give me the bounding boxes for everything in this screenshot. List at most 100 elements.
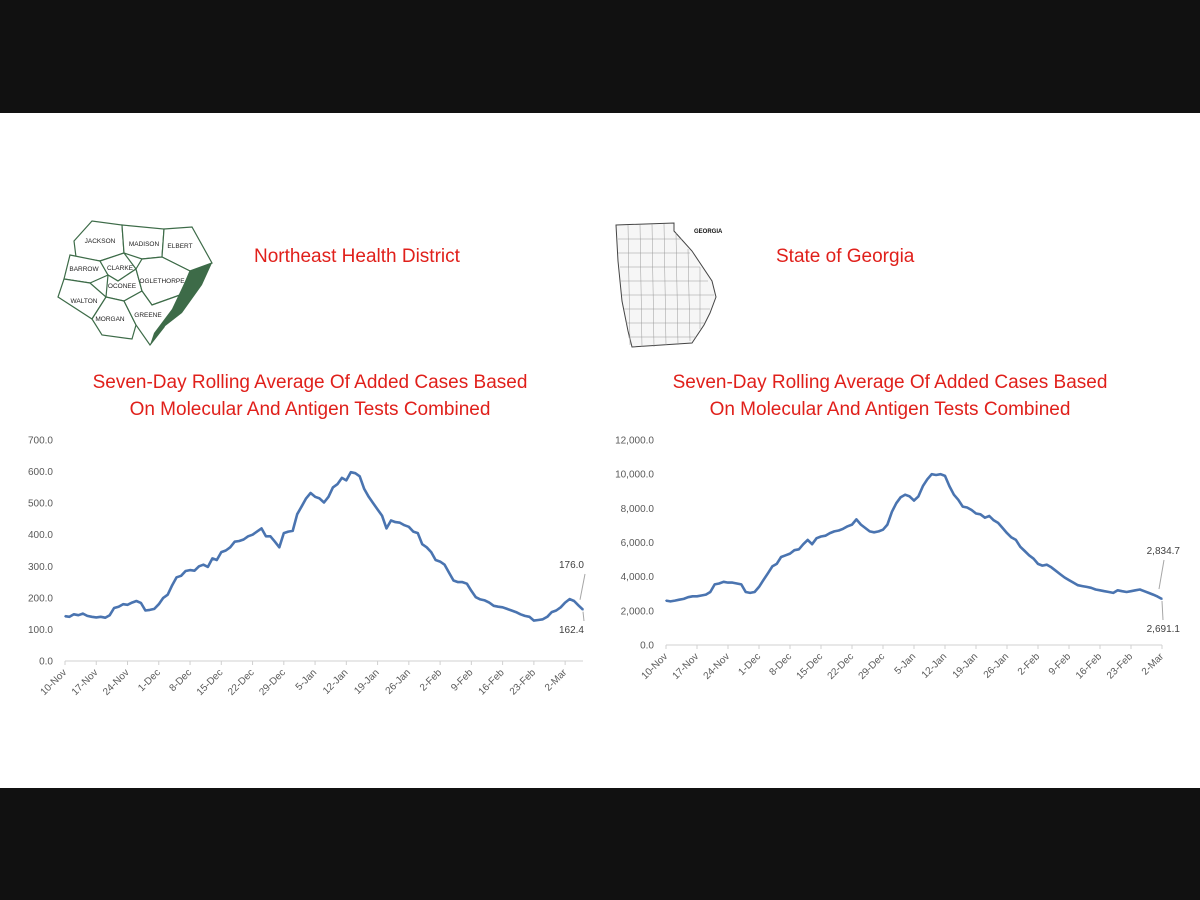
x-tick-label: 10-Nov bbox=[640, 651, 671, 682]
data-point bbox=[318, 497, 321, 500]
data-point bbox=[439, 560, 441, 563]
data-point bbox=[484, 599, 486, 602]
county-label: BARROW bbox=[69, 266, 99, 273]
x-tick-label: 9-Feb bbox=[1047, 651, 1074, 678]
data-point bbox=[984, 516, 986, 519]
data-point bbox=[1001, 527, 1004, 529]
data-point bbox=[184, 570, 187, 572]
data-point bbox=[904, 493, 906, 496]
annotation-leader bbox=[1158, 559, 1165, 590]
data-point bbox=[926, 478, 929, 481]
letterbox-top bbox=[0, 0, 1200, 113]
data-point bbox=[992, 519, 995, 522]
data-point bbox=[674, 599, 676, 602]
northeast-line-chart: 0.0 100.0 200.0 300.0 400.0 500.0 600.0 700.0 10… bbox=[28, 436, 586, 698]
data-point bbox=[899, 496, 902, 498]
data-point bbox=[837, 529, 840, 532]
data-point bbox=[705, 593, 707, 596]
data-point bbox=[1046, 563, 1048, 566]
data-point bbox=[1130, 590, 1132, 592]
data-point bbox=[99, 616, 102, 618]
data-point bbox=[492, 605, 495, 607]
data-point bbox=[497, 605, 500, 608]
data-point bbox=[815, 537, 818, 539]
y-tick-label: 12,000.0 bbox=[615, 436, 654, 447]
data-point bbox=[582, 608, 584, 611]
data-point bbox=[709, 591, 712, 593]
x-tick-label: 2-Mar bbox=[1140, 651, 1167, 678]
data-point bbox=[682, 598, 685, 600]
data-point bbox=[403, 524, 406, 526]
data-point bbox=[122, 603, 124, 605]
data-point bbox=[207, 566, 209, 568]
data-point bbox=[687, 596, 689, 598]
data-point bbox=[873, 531, 875, 534]
data-point bbox=[811, 543, 813, 545]
data-point bbox=[957, 499, 960, 501]
data-point bbox=[882, 528, 884, 531]
data-point bbox=[930, 473, 933, 475]
data-point bbox=[216, 559, 218, 561]
x-tick-label: 26-Jan bbox=[384, 667, 413, 696]
data-point bbox=[798, 548, 800, 551]
data-point bbox=[354, 472, 357, 474]
chart-title-line: On Molecular And Antigen Tests Combined bbox=[709, 399, 1071, 420]
data-point bbox=[806, 539, 809, 541]
data-point bbox=[891, 511, 893, 513]
data-point bbox=[1028, 554, 1030, 557]
x-tick-label: 29-Dec bbox=[857, 651, 888, 682]
data-point bbox=[1152, 593, 1154, 596]
county-label: JACKSON bbox=[85, 238, 116, 245]
data-point bbox=[256, 530, 258, 533]
data-point bbox=[198, 565, 200, 568]
data-point bbox=[1125, 591, 1128, 593]
data-point bbox=[1147, 592, 1150, 594]
data-point bbox=[744, 591, 747, 593]
data-point bbox=[1032, 557, 1035, 560]
y-tick-label: 0.0 bbox=[640, 641, 654, 652]
data-point bbox=[975, 512, 977, 515]
x-tick-label: 10-Nov bbox=[39, 667, 70, 698]
panel-heading: Northeast Health District bbox=[254, 246, 460, 267]
data-point bbox=[220, 551, 223, 553]
data-point bbox=[678, 598, 681, 601]
data-point bbox=[64, 615, 66, 617]
x-tick-label: 8-Dec bbox=[168, 667, 195, 694]
data-point bbox=[1134, 589, 1137, 592]
data-point bbox=[1015, 539, 1017, 541]
data-point bbox=[448, 571, 450, 574]
data-point bbox=[753, 591, 756, 593]
data-point bbox=[274, 540, 276, 543]
y-tick-label: 6,000.0 bbox=[621, 538, 655, 549]
y-tick-label: 4,000.0 bbox=[621, 572, 655, 583]
county-label: ELBERT bbox=[167, 243, 192, 250]
data-point bbox=[417, 532, 419, 534]
y-tick-label: 600.0 bbox=[28, 467, 53, 478]
data-point bbox=[542, 618, 544, 621]
data-point bbox=[917, 495, 920, 498]
data-point bbox=[1143, 590, 1146, 592]
data-point bbox=[461, 581, 464, 583]
data-point bbox=[113, 607, 115, 609]
data-point bbox=[877, 530, 880, 533]
northeast-district-map-icon: JACKSON MADISON ELBERT BARROW CLARKE OCO… bbox=[52, 213, 217, 353]
data-point bbox=[421, 543, 424, 545]
data-point bbox=[1063, 576, 1066, 579]
annotation-leader bbox=[582, 611, 585, 622]
data-point bbox=[265, 535, 267, 538]
data-point bbox=[550, 611, 553, 613]
data-point bbox=[278, 546, 281, 549]
data-point bbox=[713, 583, 716, 586]
data-point bbox=[559, 606, 562, 609]
data-point bbox=[908, 495, 911, 498]
x-tick-label: 2-Feb bbox=[418, 667, 445, 694]
data-point bbox=[939, 473, 942, 475]
x-tick-label: 15-Dec bbox=[195, 667, 226, 698]
y-tick-label: 400.0 bbox=[28, 530, 53, 541]
data-point bbox=[251, 533, 254, 536]
data-point bbox=[767, 572, 769, 575]
data-point bbox=[1023, 550, 1026, 552]
data-point bbox=[466, 582, 468, 585]
data-point bbox=[722, 581, 725, 583]
y-tick-label: 200.0 bbox=[28, 593, 53, 604]
